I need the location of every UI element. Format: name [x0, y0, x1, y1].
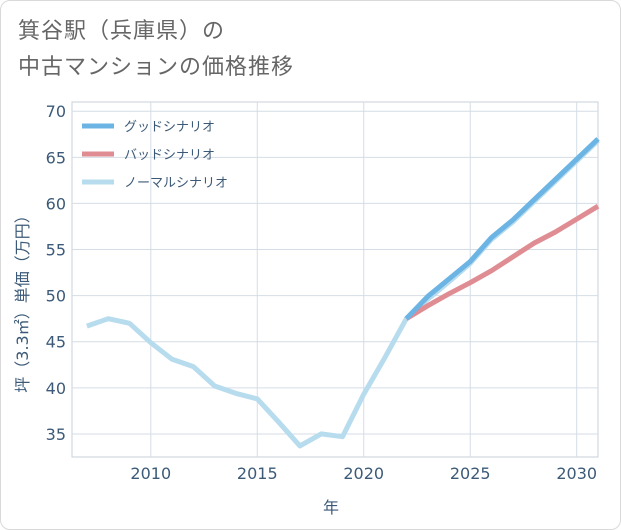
- x-tick-2020: 2020: [343, 464, 384, 483]
- y-tick-50: 50: [46, 287, 66, 306]
- legend-label-bad: バッドシナリオ: [124, 148, 215, 163]
- y-tick-55: 55: [46, 241, 66, 260]
- x-tick-2030: 2030: [556, 464, 597, 483]
- x-tick-2015: 2015: [237, 464, 278, 483]
- y-tick-35: 35: [46, 425, 66, 444]
- y-tick-labels: 35 40 45 50 55 60 65 70: [46, 102, 66, 444]
- y-tick-65: 65: [46, 148, 66, 167]
- y-tick-70: 70: [46, 102, 66, 121]
- x-axis-title: 年: [323, 498, 339, 517]
- series-line-bad: [405, 204, 600, 321]
- chart-title-line-2: 中古マンションの価格推移: [18, 55, 295, 80]
- chart-title-line-1: 箕谷駅（兵庫県）の: [18, 19, 226, 44]
- y-tick-60: 60: [46, 194, 66, 213]
- y-axis-title: 坪（3.3㎡）単価（万円）: [13, 207, 32, 392]
- series-lines: [86, 137, 600, 449]
- y-tick-45: 45: [46, 333, 66, 352]
- series-line-good: [404, 137, 600, 321]
- legend-label-good: グッドシナリオ: [124, 120, 215, 135]
- x-tick-labels: 2010 2015 2020 2025 2030: [130, 464, 597, 483]
- x-tick-2025: 2025: [450, 464, 491, 483]
- chart-title: 箕谷駅（兵庫県）の 中古マンションの価格推移: [18, 14, 294, 86]
- x-tick-2010: 2010: [130, 464, 171, 483]
- plot-area: [71, 101, 599, 458]
- y-tick-40: 40: [46, 379, 66, 398]
- legend-label-normal: ノーマルシナリオ: [124, 176, 228, 191]
